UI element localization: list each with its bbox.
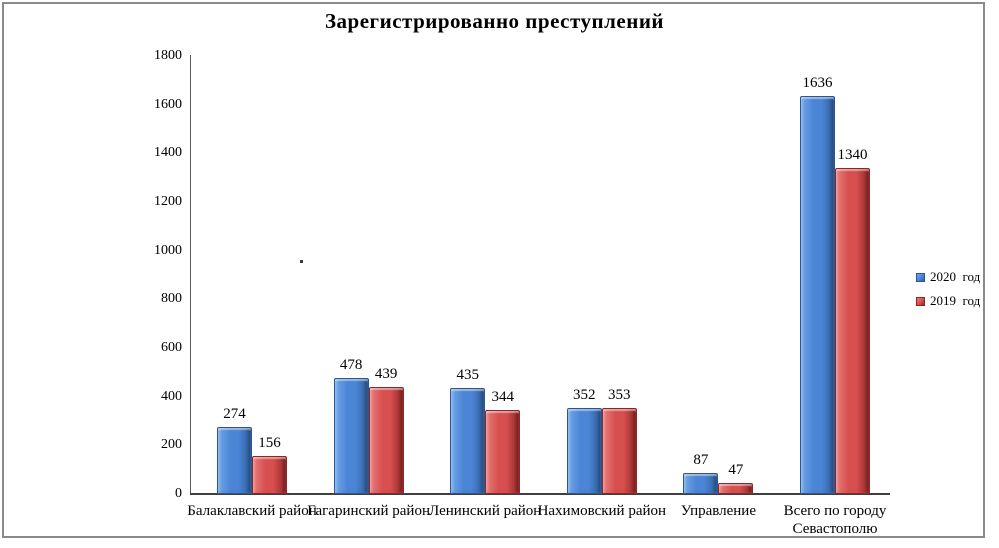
bar-value-label-series0-group5: 1636 [802,75,833,91]
legend-swatch-icon [916,296,925,306]
legend-item-2019-год: 2019 год [916,289,980,313]
chart-title: Зарегистрированно преступлений [324,9,665,33]
legend: 2020 год 2019 год [916,265,980,313]
x-axis-line [190,493,890,495]
bar-value-label-series1-group5: 1340 [837,147,868,163]
bar-value-label-series1-group3: 353 [608,387,631,403]
y-axis-label-400: 400 [161,388,182,404]
y-axis-label-200: 200 [161,437,182,453]
bar-value-label-series0-group3: 352 [573,387,596,403]
legend-label: 2019 год [930,293,981,308]
bar-series0-group3 [566,408,602,494]
bar-series0-group4 [683,473,719,494]
x-axis-label-group5: Всего по городу Севастополю [783,503,887,537]
bar-value-label-series1-group2: 344 [491,389,514,405]
y-axis-label-0: 0 [175,486,182,501]
y-axis-label-800: 800 [161,291,182,307]
x-axis-label-group4: Управление [680,503,756,519]
x-axis-label-group1: Гагаринский район [307,503,430,519]
x-axis-label-group3: Нахимовский район [537,503,667,519]
bar-series0-group2 [450,388,486,494]
bar-series0-group0 [217,427,252,494]
bar-series1-group2 [485,410,521,494]
y-axis-label-600: 600 [161,340,182,355]
bar-series1-group5 [835,168,870,494]
bar-value-label-series1-group4: 47 [728,462,744,478]
bar-value-label-series1-group1: 439 [374,366,398,382]
bar-series1-group4 [718,483,754,494]
bar-value-label-series0-group0: 274 [223,406,246,422]
y-axis-line [190,55,191,494]
legend-label: 2020 год [930,269,981,284]
bar-series1-group3 [601,408,637,494]
bar-value-label-series1-group0: 156 [258,435,281,451]
bar-value-label-series0-group4: 87 [693,452,709,468]
bar-series1-group1 [368,387,404,494]
bar-series0-group5 [800,96,835,494]
x-axis-label-group2: Ленинский район [429,503,542,519]
y-axis-label-1200: 1200 [154,194,182,209]
legend-swatch-icon [916,272,925,282]
bar-value-label-series0-group1: 478 [339,357,363,373]
bar-series0-group1 [333,378,369,494]
y-axis-label-1400: 1400 [154,145,182,161]
bar-value-label-series0-group2: 435 [456,367,479,383]
x-axis-label-group0: Балаклавский район [187,503,317,519]
y-axis-label-1600: 1600 [154,96,182,112]
stray-dot-artifact [300,260,303,263]
bar-series1-group0 [252,456,287,494]
y-axis-label-1800: 1800 [154,48,182,63]
y-axis-label-1000: 1000 [154,242,182,258]
legend-item-2020-год: 2020 год [916,265,980,289]
